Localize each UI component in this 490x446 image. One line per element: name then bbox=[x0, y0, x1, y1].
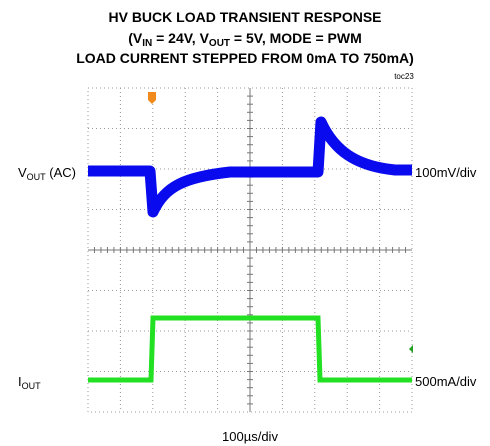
vout-label: VOUT (AC) bbox=[18, 165, 76, 182]
title-line3: LOAD CURRENT STEPPED FROM 0mA TO 750mA) bbox=[76, 50, 414, 66]
title-part: = 24V, V bbox=[152, 30, 209, 46]
title-part: (V bbox=[128, 30, 143, 46]
iout-scale: 500mA/div bbox=[415, 374, 477, 389]
figure-id: toc23 bbox=[394, 72, 414, 81]
grid bbox=[88, 88, 412, 412]
label-main: I bbox=[18, 374, 22, 389]
trigger-marker bbox=[148, 92, 156, 104]
title-sub: OUT bbox=[209, 38, 230, 49]
label-main: V bbox=[18, 165, 27, 180]
label-sub: OUT bbox=[27, 172, 47, 182]
title-part: = 5V, MODE = PWM bbox=[230, 30, 362, 46]
iout-trace bbox=[88, 315, 412, 383]
title-line1: HV BUCK LOAD TRANSIENT RESPONSE bbox=[108, 9, 381, 25]
timebase: 100µs/div bbox=[222, 429, 278, 444]
iout-label: IOUT bbox=[18, 374, 41, 391]
title-line2: (VIN = 24V, VOUT = 5V, MODE = PWM bbox=[128, 30, 362, 49]
vout-trace bbox=[88, 116, 412, 218]
label-rest: (AC) bbox=[46, 165, 76, 180]
level-marker bbox=[409, 345, 413, 353]
vout-scale: 100mV/div bbox=[415, 165, 477, 180]
label-sub: OUT bbox=[22, 381, 42, 391]
title-sub: IN bbox=[142, 38, 152, 49]
